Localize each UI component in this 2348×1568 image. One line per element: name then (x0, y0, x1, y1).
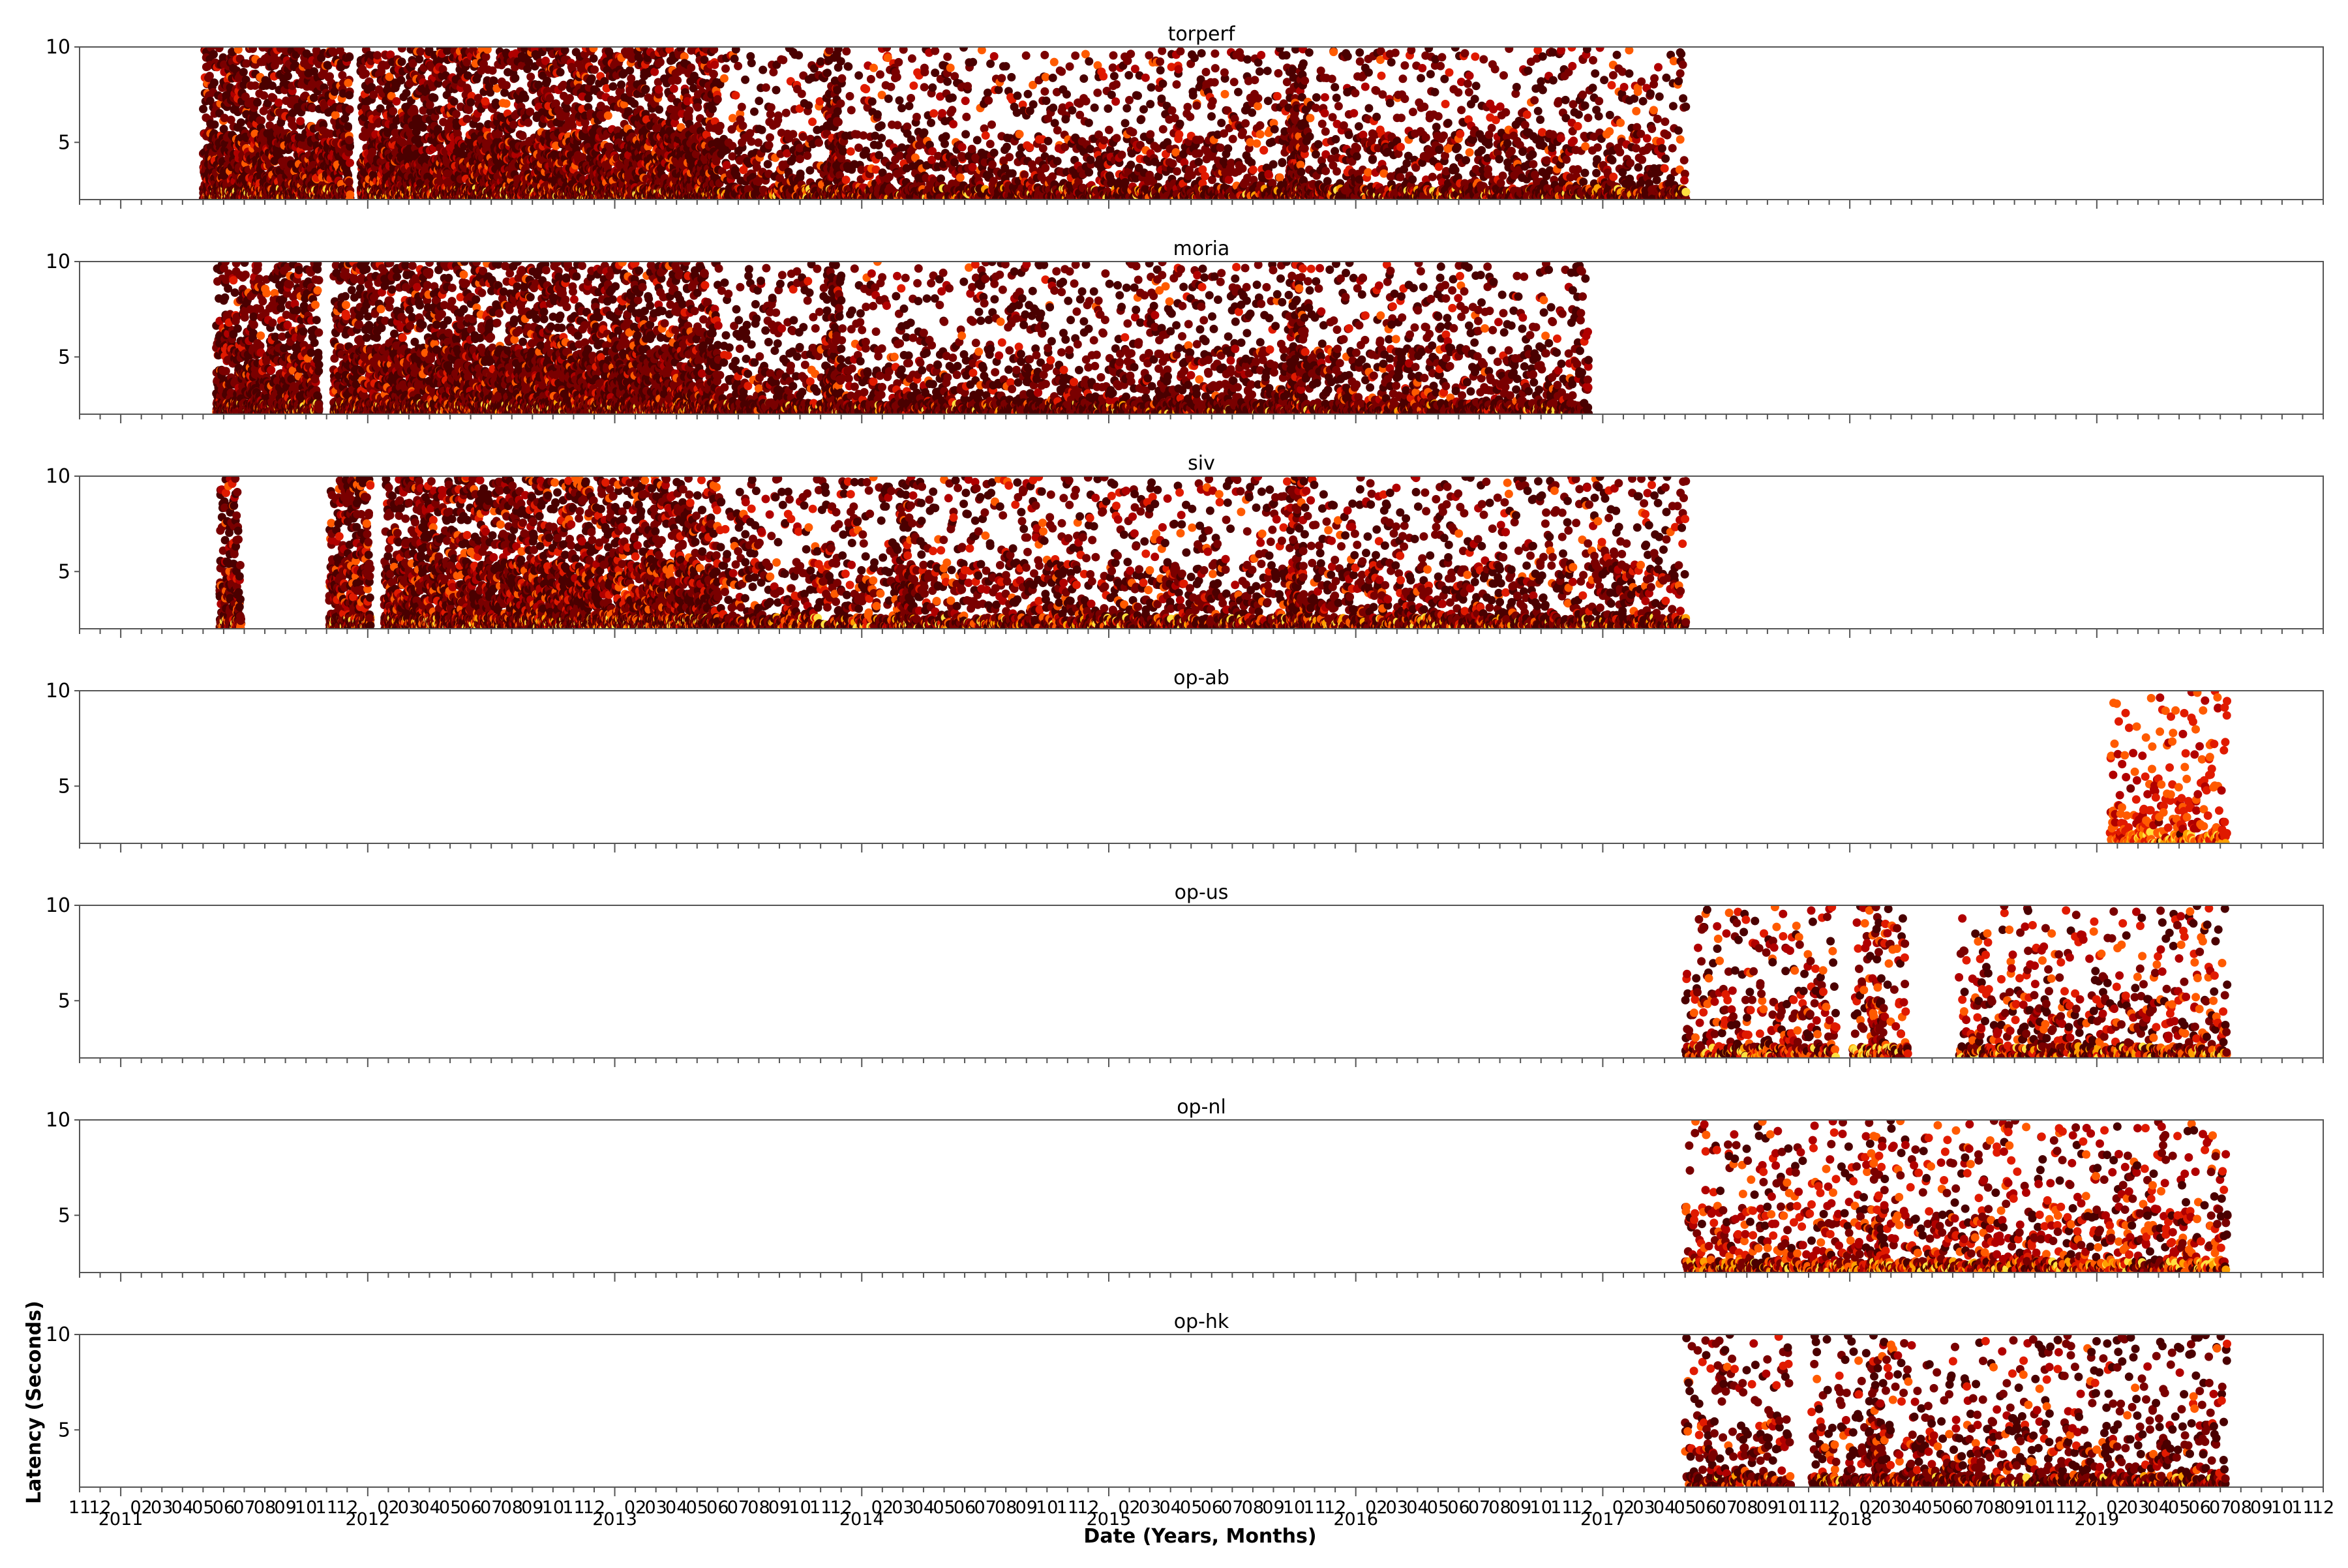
data-point (344, 122, 352, 130)
data-point (543, 76, 551, 85)
data-point (345, 178, 354, 187)
data-point (345, 53, 354, 61)
data-point (346, 158, 354, 167)
data-point (502, 99, 511, 108)
data-point (502, 81, 511, 89)
data-point (464, 106, 473, 114)
data-point (209, 50, 218, 59)
data-point (452, 110, 460, 119)
data-point (248, 44, 257, 53)
data-point (260, 91, 268, 100)
data-point (211, 121, 219, 129)
data-point (346, 105, 354, 113)
data-point (398, 57, 406, 66)
points-torperf (199, 43, 1691, 204)
data-point (526, 108, 534, 116)
data-point (361, 70, 370, 78)
data-point (481, 97, 489, 106)
data-point (509, 121, 518, 129)
data-point (410, 107, 419, 115)
data-point (490, 76, 498, 85)
data-point (345, 91, 354, 99)
data-point (215, 44, 224, 52)
data-point (389, 107, 397, 115)
data-point (511, 74, 519, 82)
data-point (415, 55, 423, 63)
data-point (450, 97, 459, 106)
data-point (237, 118, 245, 127)
data-point (398, 44, 406, 53)
data-point (346, 190, 354, 199)
data-point (392, 97, 400, 106)
data-point (430, 94, 438, 102)
data-point (524, 119, 532, 127)
data-point (253, 98, 262, 107)
data-point (419, 123, 428, 132)
data-point (397, 76, 406, 85)
data-point (338, 71, 346, 80)
data-point (239, 68, 248, 76)
data-point (199, 105, 207, 113)
data-point (402, 89, 411, 97)
data-point (526, 72, 535, 81)
data-point (210, 78, 218, 87)
data-point (367, 83, 376, 91)
data-point (426, 100, 434, 109)
data-point (296, 117, 305, 125)
data-point (519, 132, 527, 140)
data-point (520, 94, 529, 102)
data-point (466, 98, 475, 106)
data-point (284, 72, 292, 80)
data-point (345, 136, 354, 144)
data-point (373, 51, 382, 59)
data-point (565, 94, 574, 102)
data-point (257, 116, 265, 125)
data-point (556, 68, 565, 76)
data-point (344, 79, 352, 87)
data-point (482, 53, 490, 61)
data-point (275, 98, 283, 107)
data-point (563, 104, 571, 113)
